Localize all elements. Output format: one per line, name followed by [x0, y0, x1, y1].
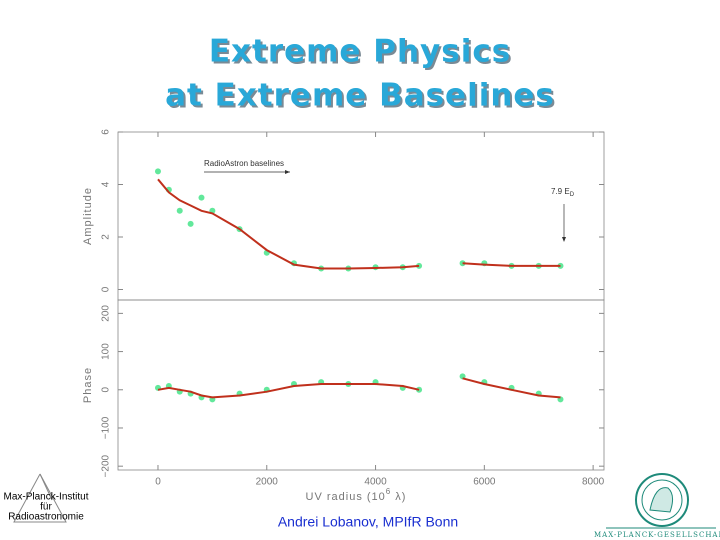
- y-tick-label: 200: [101, 305, 112, 322]
- y-tick-label: 0: [101, 286, 112, 292]
- annotation-part: 7.9 E: [551, 187, 570, 196]
- x-axis-label-part: UV radius (10: [306, 491, 386, 503]
- x-tick-label: 4000: [364, 477, 387, 488]
- y-tick-label: −100: [101, 416, 112, 439]
- y-axis-label: Amplitude: [82, 187, 94, 245]
- title-shadow: Extreme Physics: [211, 36, 513, 72]
- y-tick-label: 0: [101, 387, 112, 393]
- annotation-arrowhead: [285, 170, 290, 174]
- x-tick-label: 2000: [256, 477, 279, 488]
- y-axis-label: Phase: [82, 367, 94, 403]
- x-axis-label-exponent: 6: [386, 487, 391, 496]
- plot-frame: [117, 299, 605, 471]
- annotation-arrowhead: [562, 237, 566, 242]
- y-tick-label: 6: [101, 129, 112, 135]
- title-shadow: at Extreme Baselines: [167, 80, 557, 116]
- y-tick-label: 2: [101, 234, 112, 240]
- x-axis-label-part: λ): [391, 491, 406, 503]
- institute-logo: [13, 473, 67, 523]
- y-tick-label: 4: [101, 181, 112, 187]
- data-point: [154, 168, 161, 175]
- y-tick-label: 100: [101, 343, 112, 360]
- y-tick-label: −200: [101, 454, 112, 477]
- title-line: Extreme Physics: [209, 34, 511, 70]
- plot-frame: [117, 131, 605, 301]
- data-line: [157, 178, 561, 270]
- x-tick-label: 8000: [582, 477, 605, 488]
- data-point: [198, 194, 205, 201]
- logo-text: MAX-PLANCK-GESELLSCHAFT: [594, 531, 720, 539]
- logo-text: Radioastronomie: [8, 512, 84, 523]
- x-axis-label: UV radius (106 λ): [306, 487, 407, 503]
- x-tick-label: 0: [155, 477, 161, 488]
- society-logo: [606, 473, 716, 529]
- annotation-subscript: D: [570, 192, 575, 198]
- annotation: RadioAstron baselines: [204, 159, 284, 168]
- annotation: 7.9 ED: [551, 187, 575, 197]
- logo-text: Max-Planck-Institut: [3, 492, 88, 503]
- data-point: [187, 220, 194, 227]
- footer: Andrei Lobanov, MPIfR Bonn: [278, 514, 458, 530]
- data-point: [459, 260, 466, 267]
- logo-text: für: [40, 502, 52, 513]
- data-line: [157, 377, 561, 399]
- x-tick-label: 6000: [473, 477, 496, 488]
- data-point: [176, 207, 183, 214]
- title-line: at Extreme Baselines: [165, 78, 555, 114]
